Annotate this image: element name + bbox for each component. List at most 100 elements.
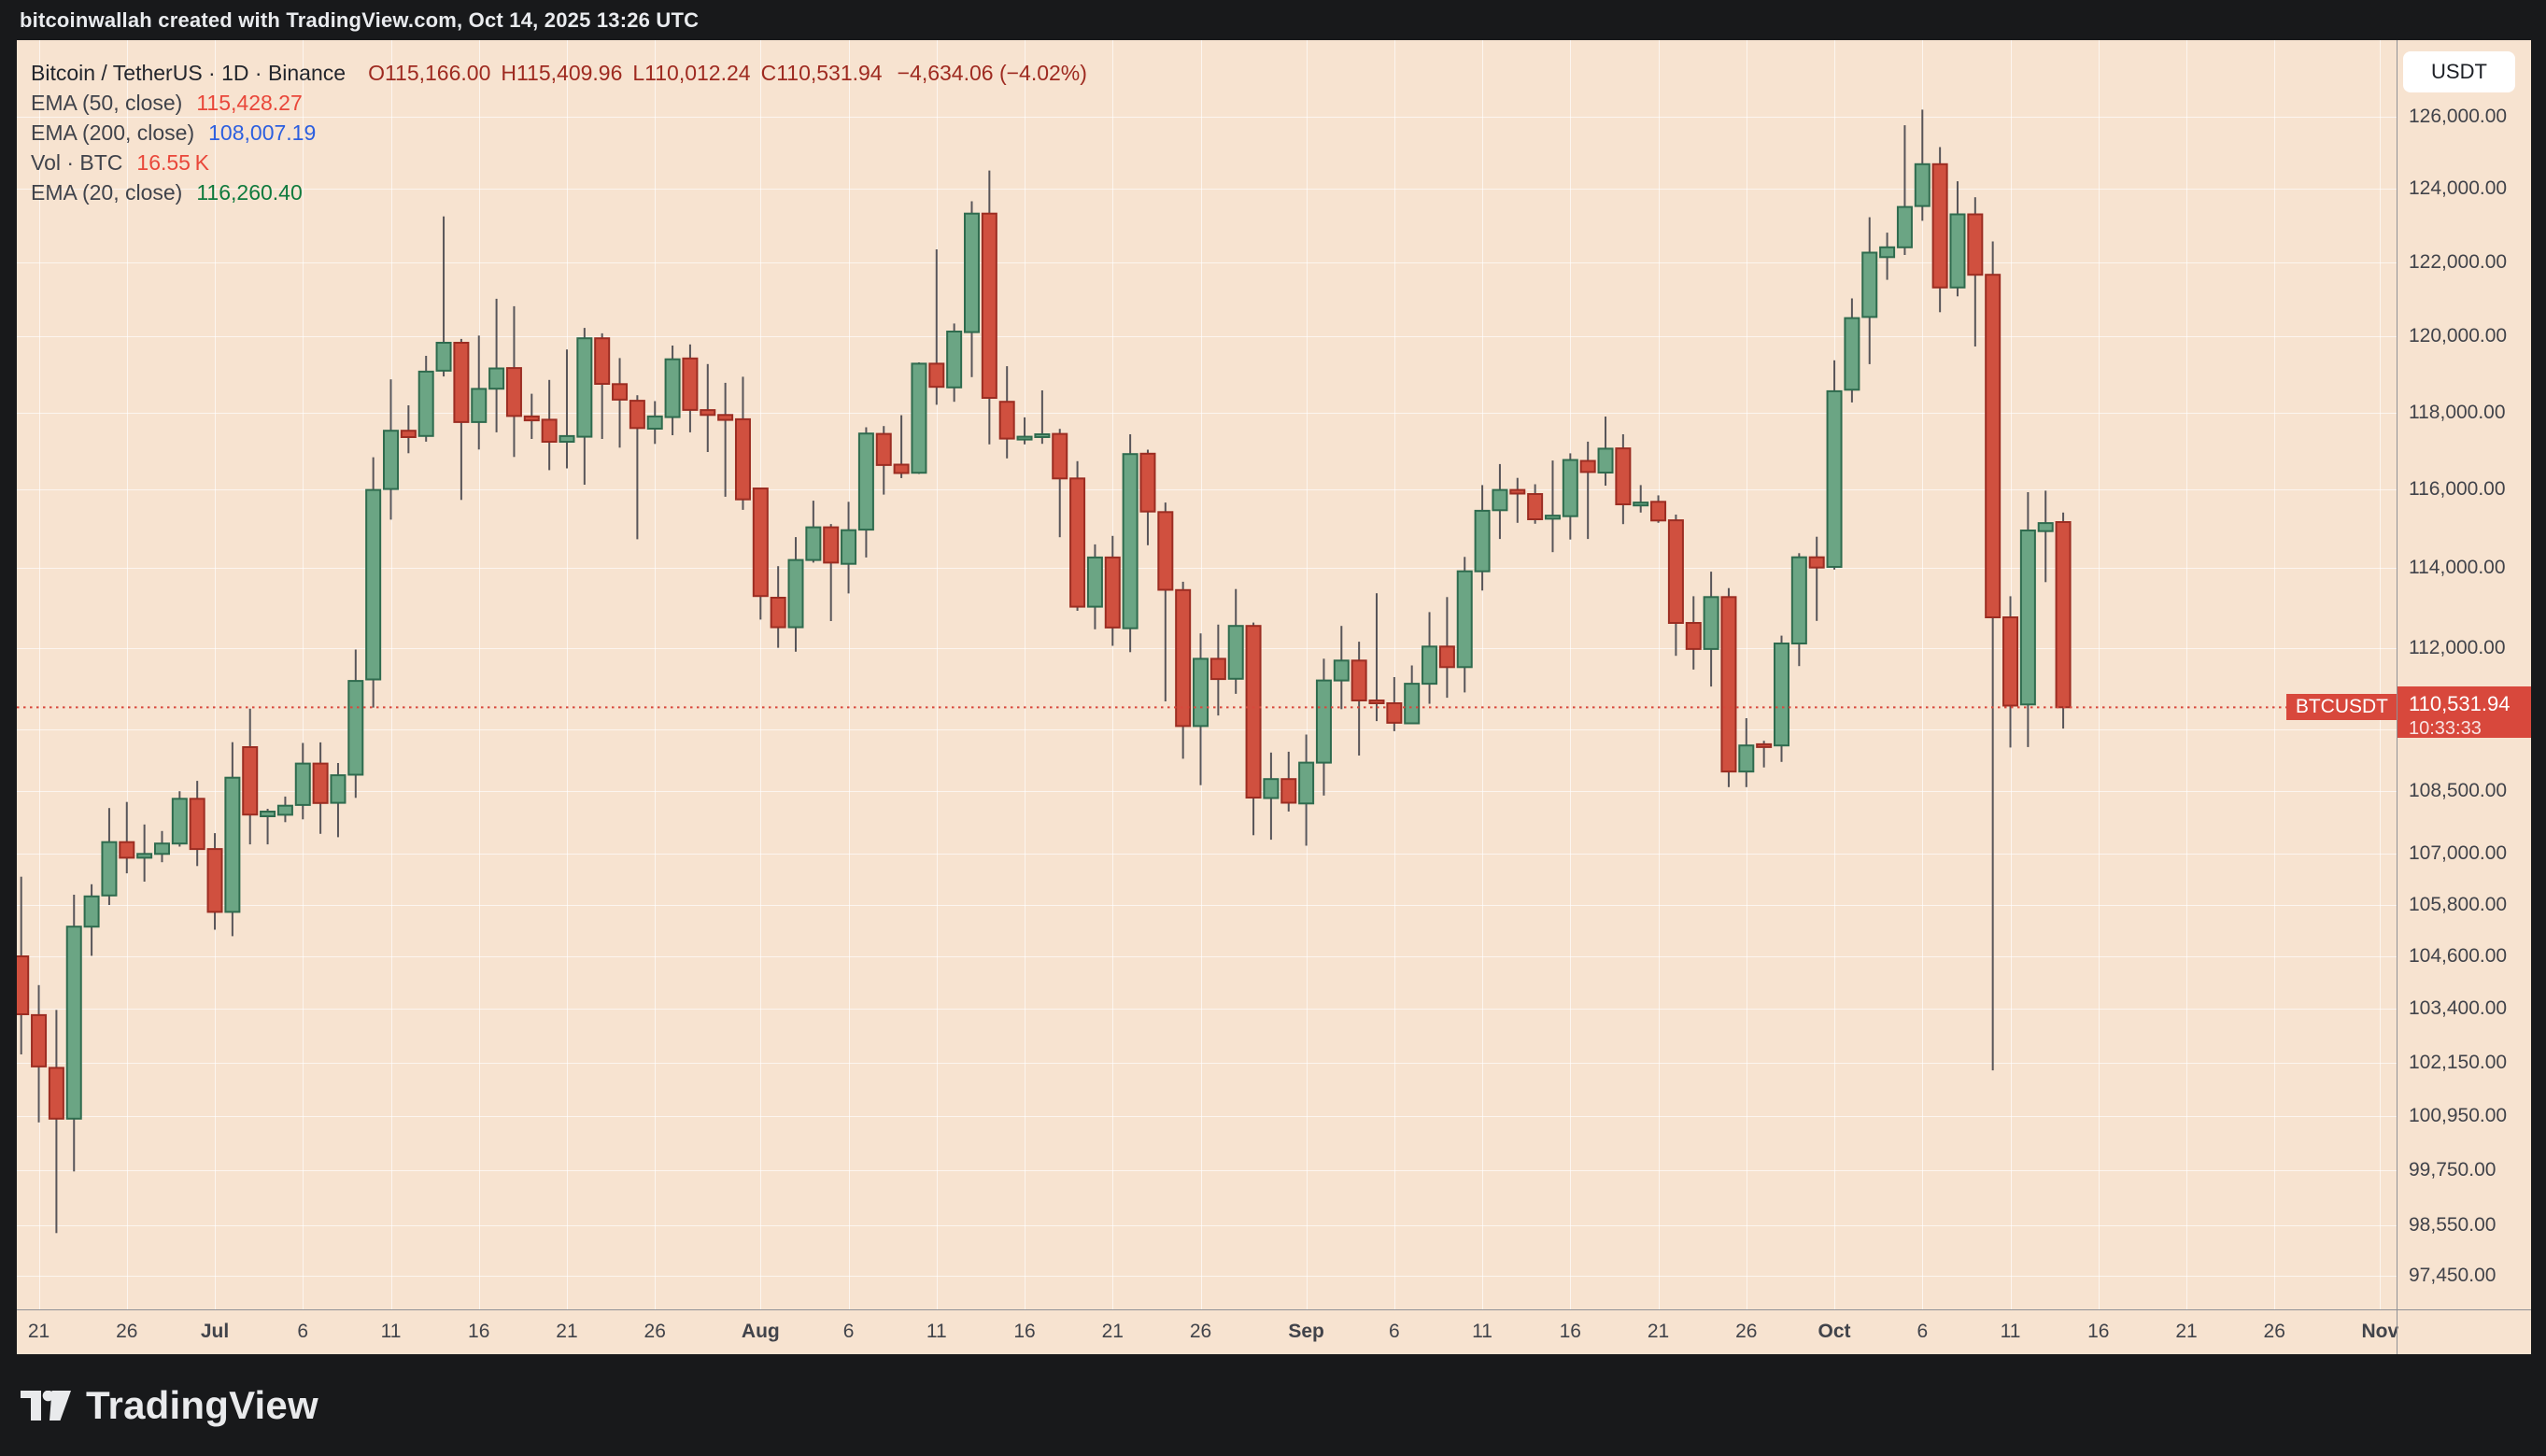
candle-2025-07-06 — [294, 742, 311, 820]
candle-2025-06-22 — [48, 1010, 64, 1234]
last-price-symbol-tag: BTCUSDT — [2285, 694, 2397, 721]
indicator-legend-rows: EMA (50, close) 115,428.27 EMA (200, close… — [31, 88, 1087, 207]
candle-2025-07-20 — [541, 379, 558, 471]
time-label: Oct — [1818, 1321, 1851, 1342]
time-label: 26 — [116, 1321, 138, 1342]
legend: Bitcoin / TetherUS · 1D · Binance O115,1… — [31, 58, 1087, 207]
price-label: 100,950.00 — [2409, 1105, 2508, 1127]
time-label: Sep — [1288, 1321, 1324, 1342]
price-label: 120,000.00 — [2409, 325, 2508, 347]
candle-2025-08-01 — [752, 488, 769, 620]
price-label: 122,000.00 — [2409, 250, 2508, 273]
time-label: 21 — [1647, 1321, 1670, 1342]
candle-2025-10-05 — [1896, 125, 1913, 255]
candle-2025-09-22 — [1667, 515, 1684, 657]
indicator-row[interactable]: Vol · BTC 16.55 K — [31, 148, 1087, 177]
candle-2025-07-17 — [488, 298, 505, 432]
candle-2025-07-27 — [664, 346, 681, 435]
candle-2025-08-20 — [1086, 544, 1103, 629]
currency-toggle-button[interactable]: USDT — [2403, 51, 2515, 92]
time-label: 26 — [2263, 1321, 2285, 1342]
candle-2025-07-04 — [260, 809, 276, 845]
time-label: 11 — [926, 1321, 947, 1342]
candle-2025-07-14 — [435, 216, 452, 377]
candle-2025-08-06 — [841, 502, 857, 594]
indicator-row[interactable]: EMA (50, close) 115,428.27 — [31, 88, 1087, 118]
time-label: Nov — [2361, 1321, 2399, 1342]
candle-2025-06-28 — [153, 830, 170, 863]
time-label: 16 — [468, 1321, 490, 1342]
change-value: −4,634.06 (−4.02%) — [897, 60, 1087, 85]
candle-2025-08-27 — [1209, 624, 1226, 716]
candle-2025-09-30 — [1808, 536, 1825, 621]
candle-2025-10-12 — [2019, 492, 2036, 747]
candle-2025-08-26 — [1193, 633, 1209, 785]
ohlc-item: L110,012.24 — [632, 60, 751, 85]
price-label: 112,000.00 — [2409, 636, 2506, 658]
candle-2025-09-28 — [1774, 635, 1789, 762]
price-label: 126,000.00 — [2409, 105, 2508, 127]
price-label: 105,800.00 — [2409, 893, 2508, 915]
candle-2025-07-15 — [453, 338, 470, 501]
candle-2025-08-17 — [1034, 390, 1051, 445]
time-label: 6 — [297, 1321, 309, 1342]
candle-2025-08-18 — [1052, 429, 1068, 538]
candle-2025-06-27 — [136, 824, 153, 882]
candle-2025-08-15 — [998, 366, 1015, 459]
candle-2025-08-31 — [1280, 751, 1297, 812]
time-label: Aug — [741, 1321, 780, 1342]
bar-countdown: 10:33:33 — [2409, 718, 2482, 740]
candle-2025-07-11 — [383, 379, 400, 520]
time-axis-border — [17, 1309, 2531, 1310]
candle-2025-09-14 — [1527, 484, 1544, 524]
legend-main-row[interactable]: Bitcoin / TetherUS · 1D · Binance O115,1… — [31, 58, 1087, 88]
time-label: Jul — [200, 1321, 230, 1342]
time-label: 6 — [842, 1321, 855, 1342]
candle-2025-09-02 — [1315, 658, 1332, 796]
candle-2025-09-20 — [1633, 485, 1649, 513]
candle-2025-10-01 — [1826, 360, 1843, 570]
time-label: 16 — [2087, 1321, 2110, 1342]
price-axis[interactable]: USDT 126,000.00 124,000.00 122,000.00 120,0… — [2397, 40, 2531, 1309]
watermark-text: bitcoinwallah created with TradingView.c… — [20, 7, 700, 32]
candle-2025-10-10 — [1985, 241, 2001, 1071]
candle-2025-09-17 — [1579, 441, 1596, 540]
price-label: 116,000.00 — [2409, 478, 2506, 501]
time-label: 26 — [1189, 1321, 1212, 1342]
candle-2025-06-30 — [189, 781, 205, 867]
indicator-value: 16.55 K — [136, 149, 209, 175]
candle-2025-09-09 — [1438, 597, 1455, 699]
symbol-title[interactable]: Bitcoin / TetherUS · 1D · Binance — [31, 60, 347, 85]
time-label: 6 — [1917, 1321, 1929, 1342]
candle-2025-08-11 — [928, 249, 945, 405]
candle-2025-07-02 — [224, 742, 241, 937]
candle-2025-08-02 — [770, 566, 786, 648]
candle-2025-10-07 — [1931, 147, 1948, 313]
candle-2025-07-03 — [242, 708, 259, 845]
candle-2025-10-13 — [2037, 490, 2054, 583]
price-pane[interactable]: Bitcoin / TetherUS · 1D · Binance O115,1… — [17, 40, 2397, 1309]
candlestick-chart[interactable] — [17, 40, 2397, 1309]
candle-2025-08-12 — [946, 323, 963, 403]
footer-bar: TradingView — [0, 1354, 2546, 1456]
last-price-value: 110,531.94 — [2409, 692, 2511, 716]
time-axis[interactable]: 21 26 Jul 6 11 16 21 26 Aug 6 11 16 21 26 Sep 6 11 16 21 26… — [17, 1309, 2531, 1354]
candle-2025-07-10 — [365, 457, 382, 708]
candle-2025-09-08 — [1422, 612, 1438, 704]
indicator-row[interactable]: EMA (20, close) 116,260.40 — [31, 177, 1087, 207]
candle-2025-10-06 — [1914, 109, 1931, 221]
price-label: 98,550.00 — [2409, 1213, 2496, 1236]
candle-2025-08-30 — [1263, 752, 1280, 841]
candle-2025-08-25 — [1175, 581, 1192, 759]
candle-2025-09-05 — [1368, 593, 1385, 722]
candle-2025-07-12 — [400, 405, 417, 454]
indicator-row[interactable]: EMA (200, close) 108,007.19 — [31, 118, 1087, 148]
watermark-bar: bitcoinwallah created with TradingView.c… — [0, 0, 2546, 40]
candle-2025-08-03 — [787, 537, 804, 652]
tradingview-logo[interactable]: TradingView — [21, 1383, 318, 1428]
ohlc-item: C110,531.94 — [760, 60, 883, 85]
candle-2025-09-19 — [1615, 434, 1632, 525]
candle-2025-09-11 — [1474, 485, 1491, 591]
candle-2025-06-23 — [65, 895, 82, 1172]
price-label: 97,450.00 — [2409, 1264, 2496, 1286]
